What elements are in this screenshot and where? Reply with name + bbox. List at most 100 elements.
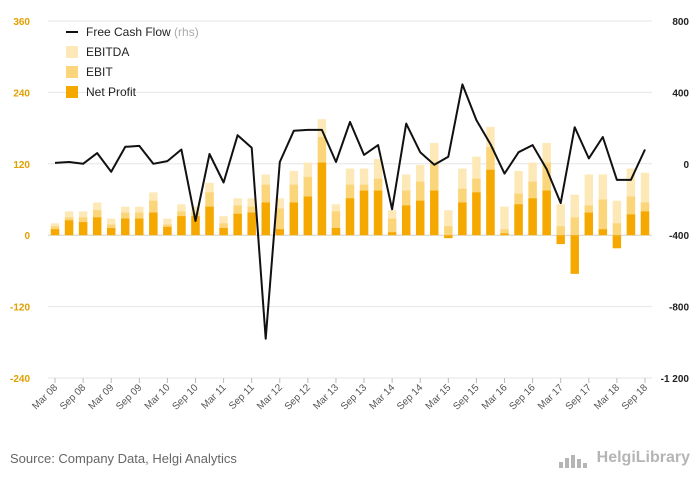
bar-ebit <box>612 223 622 236</box>
bar-ebitda <box>584 174 594 236</box>
bar-net-profit <box>331 228 341 236</box>
bar-net-profit <box>64 220 74 236</box>
bar-net-profit <box>345 198 355 236</box>
bar-net-profit <box>430 190 439 236</box>
bar-net-profit <box>387 232 397 236</box>
bar-net-profit <box>542 190 551 236</box>
bar-net-profit <box>500 233 509 236</box>
bar-net-profit <box>191 216 200 236</box>
source-note: Source: Company Data, Helgi Analytics <box>10 451 237 466</box>
bar-ebit <box>570 217 579 236</box>
bar-net-profit <box>92 217 102 236</box>
x-tick-label: Mar 12 <box>255 382 285 412</box>
bar-net-profit <box>275 229 284 236</box>
bar-ebitda <box>570 194 579 236</box>
x-tick-label: Sep 12 <box>283 382 313 412</box>
bar-ebitda <box>612 200 622 236</box>
x-tick-label: Mar 11 <box>199 382 229 412</box>
bar-ebit <box>331 211 341 236</box>
bar-net-profit <box>416 200 425 236</box>
x-tick-label: Sep 15 <box>451 382 481 412</box>
x-tick-label: Sep 16 <box>508 382 538 412</box>
y-left-tick-label: 120 <box>13 160 30 171</box>
chart: 360 240 120 0 -120 -240 800 400 0 -400 -800 -1 200 M… <box>10 17 690 413</box>
y-right-tick-label: -400 <box>669 231 689 242</box>
x-tick-label: Mar 17 <box>536 382 566 412</box>
y-left-tick-label: -240 <box>10 374 30 385</box>
bar-net-profit <box>444 235 453 239</box>
bar-net-profit <box>458 202 467 236</box>
legend-note-rhs: (rhs) <box>174 25 199 39</box>
bar-net-profit <box>612 235 622 249</box>
bar-net-profit <box>247 212 256 236</box>
bar-net-profit <box>121 218 130 236</box>
bar-ebit <box>598 199 608 236</box>
bar-ebit <box>275 208 284 236</box>
bar-ebitda <box>500 206 509 236</box>
y-left-tick-label: 240 <box>13 88 30 99</box>
helgi-library-logo-icon <box>559 455 587 468</box>
y-right-tick-label: -800 <box>669 303 689 314</box>
y-left-tick-label: -120 <box>10 303 30 314</box>
bar-net-profit <box>261 202 270 236</box>
bar-net-profit <box>163 226 172 236</box>
x-tick-label: Mar 13 <box>311 382 341 412</box>
x-tick-label: Mar 08 <box>30 382 60 412</box>
bar-net-profit <box>556 235 565 245</box>
bar-net-profit <box>373 190 383 236</box>
bar-net-profit <box>219 228 228 236</box>
bar-net-profit <box>359 190 369 236</box>
bar-net-profit <box>570 235 579 274</box>
x-tick-label: Sep 17 <box>564 382 594 412</box>
x-tick-label: Sep 10 <box>170 382 200 412</box>
x-tick-label: Mar 14 <box>367 382 397 412</box>
bar-ebit <box>500 229 509 236</box>
bar-net-profit <box>598 229 608 236</box>
bar-net-profit <box>584 212 594 236</box>
bar-net-profit <box>514 204 523 236</box>
legend-label-free-cash-flow: Free Cash Flow (rhs) <box>86 25 199 39</box>
x-tick-label: Sep 14 <box>395 382 425 412</box>
x-tick-label: Mar 16 <box>480 382 510 412</box>
x-tick-label: Sep 13 <box>339 382 369 412</box>
legend-swatch-net-profit <box>66 86 78 98</box>
bar-net-profit <box>205 206 214 236</box>
bar-net-profit <box>233 213 242 236</box>
bar-net-profit <box>106 228 116 236</box>
legend-swatch-ebitda <box>66 46 78 58</box>
brand-name: HelgiLibrary <box>596 449 690 466</box>
bar-net-profit <box>135 218 144 236</box>
x-tick-label: Mar 18 <box>592 382 622 412</box>
bar-ebitda <box>444 210 453 236</box>
bar-net-profit <box>486 169 495 236</box>
y-right-tick-label: 0 <box>683 160 689 171</box>
x-tick-label: Mar 09 <box>87 382 117 412</box>
y-right-tick-label: 800 <box>672 17 689 28</box>
y-left-tick-label: 360 <box>13 17 30 28</box>
bar-net-profit <box>401 205 411 236</box>
y-left-tick-label: 0 <box>24 231 30 242</box>
legend-label-ebitda: EBITDA <box>86 45 129 59</box>
bar-net-profit <box>303 196 313 236</box>
x-tick-label: Mar 10 <box>143 382 173 412</box>
bar-net-profit <box>149 212 158 236</box>
x-tick-label: Sep 09 <box>114 382 144 412</box>
bar-ebitda <box>556 204 565 236</box>
bar-net-profit <box>472 192 481 236</box>
bar-net-profit <box>50 229 60 236</box>
bar-ebit <box>444 226 453 236</box>
legend-label-ebit: EBIT <box>86 65 113 79</box>
bar-net-profit <box>177 216 186 236</box>
x-tick-label: Mar 15 <box>424 382 454 412</box>
bar-net-profit <box>528 198 537 236</box>
y-right-tick-label: -1 200 <box>661 374 690 385</box>
free-cash-flow-line <box>54 83 646 340</box>
bar-net-profit <box>317 162 327 236</box>
bar-net-profit <box>626 214 636 236</box>
legend-label-net-profit: Net Profit <box>86 85 137 99</box>
bar-ebit <box>387 218 397 236</box>
bar-net-profit <box>289 202 299 236</box>
x-tick-label: Sep 18 <box>620 382 650 412</box>
bar-net-profit <box>78 222 88 236</box>
bar-ebit <box>556 226 565 236</box>
